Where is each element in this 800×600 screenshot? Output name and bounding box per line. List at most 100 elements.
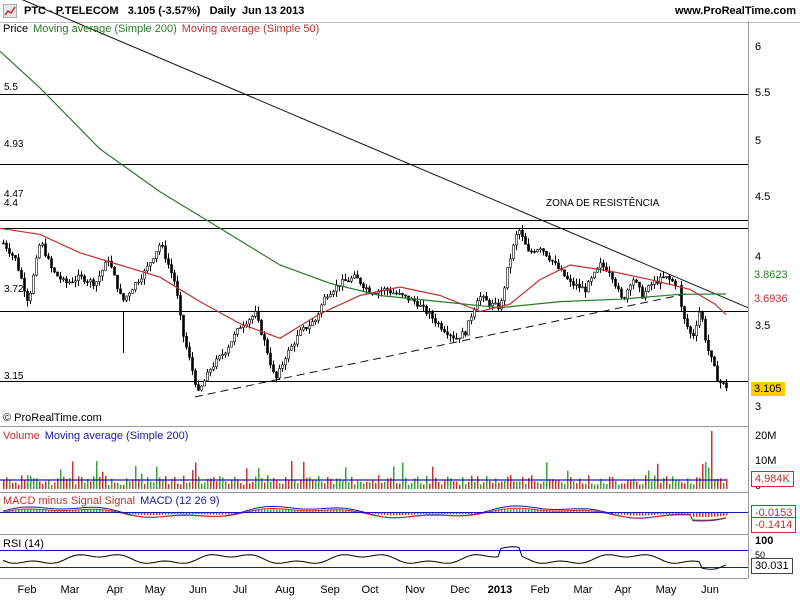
signal-line xyxy=(2,507,727,521)
candle-body xyxy=(17,257,20,271)
ma50-value-tag: 3.6936 xyxy=(754,293,788,305)
candle-body xyxy=(671,278,674,282)
volume-bar xyxy=(696,477,698,489)
macd-histogram-bar xyxy=(144,512,146,516)
macd-histogram-bar xyxy=(210,512,212,515)
macd-histogram-bar xyxy=(12,510,14,513)
volume-bar xyxy=(129,481,131,489)
price-legend-label: Price xyxy=(3,23,29,35)
macd-histogram-bar xyxy=(648,512,650,516)
macd-histogram-bar xyxy=(507,509,509,513)
macd-histogram-bar xyxy=(75,510,77,513)
macd-histogram-bar xyxy=(558,510,560,513)
candle-body xyxy=(437,322,440,325)
candle-body xyxy=(317,313,320,321)
candle-body xyxy=(44,243,47,257)
price-tick: 4 xyxy=(755,251,762,263)
volume-bar xyxy=(519,481,521,489)
volume-bar xyxy=(210,478,212,489)
candle-body xyxy=(38,245,41,259)
candle-body xyxy=(689,326,692,334)
volume-bar xyxy=(600,478,602,489)
volume-bar xyxy=(675,479,677,489)
candle-body xyxy=(503,287,506,301)
volume-bar xyxy=(441,484,443,489)
candle-body xyxy=(542,248,545,252)
candle-body xyxy=(629,284,632,291)
macd-legend-params: MACD (12 26 9) xyxy=(140,495,220,507)
macd-histogram-bar xyxy=(309,510,311,513)
candle-body xyxy=(356,274,359,279)
price-legend: Price Moving average (Simple 200) Moving a… xyxy=(3,23,324,35)
macd-histogram-bar xyxy=(573,510,575,513)
candle-body xyxy=(185,336,188,348)
macd-histogram-bar xyxy=(693,512,695,517)
volume-bar xyxy=(636,481,638,489)
volume-bar xyxy=(597,484,599,489)
macd-histogram-bar xyxy=(315,510,317,513)
volume-bar xyxy=(534,481,536,489)
volume-bar xyxy=(216,481,218,489)
candle-body xyxy=(302,327,305,331)
volume-bar xyxy=(642,484,644,489)
candle-body xyxy=(554,260,557,264)
x-label: Mar xyxy=(573,584,593,596)
candle-body xyxy=(680,285,683,307)
macd-histogram-bar xyxy=(561,510,563,513)
resistance-trendline xyxy=(21,0,749,309)
volume-bar xyxy=(504,481,506,489)
macd-histogram-bar xyxy=(447,512,449,515)
volume-bar xyxy=(420,483,422,489)
volume-bar xyxy=(387,478,389,489)
volume-bar xyxy=(198,476,200,489)
macd-histogram-bar xyxy=(228,512,230,515)
macd-histogram-bar xyxy=(636,512,638,516)
macd-histogram-bar xyxy=(342,510,344,513)
volume-bar xyxy=(78,476,80,489)
macd-axis xyxy=(748,492,800,534)
volume-bar xyxy=(51,484,53,489)
site-url[interactable]: www.ProRealTime.com xyxy=(674,5,796,17)
candle-body xyxy=(641,286,644,299)
candle-body xyxy=(98,275,101,283)
candle-body xyxy=(209,369,212,373)
candle-body xyxy=(512,244,515,260)
candle-body xyxy=(2,242,5,245)
volume-bar xyxy=(354,484,356,489)
macd-histogram-bar xyxy=(720,512,722,517)
macd-histogram-bar xyxy=(159,512,161,515)
candle-body xyxy=(485,296,488,301)
macd-histogram-bar xyxy=(288,509,290,513)
candle-body xyxy=(314,319,317,322)
volume-bar xyxy=(141,473,143,489)
volume-bar xyxy=(138,479,140,489)
candle-body xyxy=(509,258,512,268)
candle-body xyxy=(452,335,455,339)
volume-bar xyxy=(660,483,662,489)
candle-body xyxy=(125,295,128,301)
volume-bar xyxy=(453,481,455,489)
ma200-line xyxy=(0,50,727,309)
candle-body xyxy=(62,278,65,280)
price-tick: 6 xyxy=(755,41,762,53)
candle-body xyxy=(725,382,728,389)
candle-body xyxy=(650,284,653,286)
volume-bar xyxy=(726,478,728,489)
macd-histogram-bar xyxy=(567,510,569,513)
macd-histogram-bar xyxy=(465,512,467,515)
volume-bar xyxy=(510,475,512,489)
candle-body xyxy=(710,350,713,358)
macd-histogram-bar xyxy=(540,510,542,513)
macd-histogram-bar xyxy=(171,512,173,515)
volume-bar xyxy=(63,476,65,489)
macd-histogram-bar xyxy=(177,512,179,515)
candle-body xyxy=(194,370,197,385)
macd-histogram-bar xyxy=(651,512,653,516)
rsi-tick: 50 xyxy=(755,550,766,560)
x-label: Dec xyxy=(450,584,470,596)
candle-body xyxy=(179,295,182,316)
candle-body xyxy=(587,281,590,293)
level-label: 4.93 xyxy=(4,139,24,150)
volume-bar xyxy=(624,483,626,489)
macd-histogram-bar xyxy=(285,509,287,513)
